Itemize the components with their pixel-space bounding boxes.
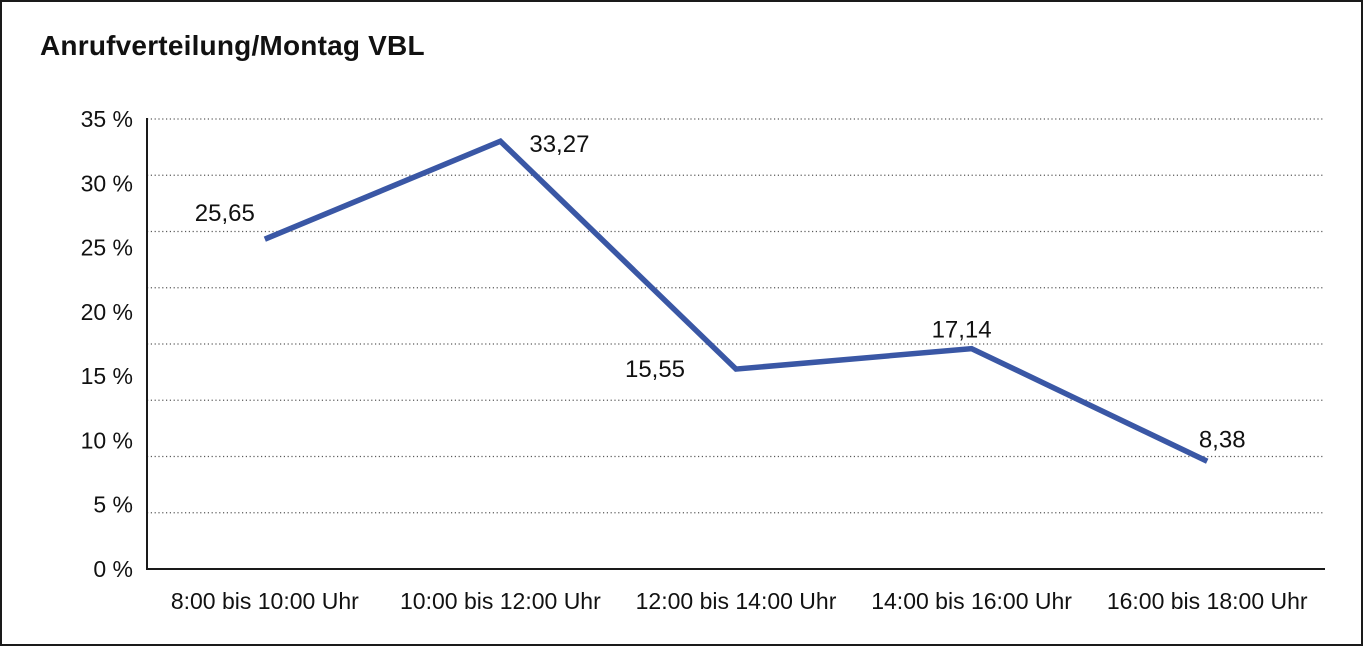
chart-title: Anrufverteilung/Montag VBL — [40, 30, 425, 61]
data-point-label: 25,65 — [195, 200, 255, 227]
y-axis-tick-label: 10 % — [81, 427, 133, 453]
x-axis-category-label: 14:00 bis 16:00 Uhr — [871, 588, 1072, 614]
x-axis-category-label: 16:00 bis 18:00 Uhr — [1107, 588, 1308, 614]
x-axis-category-label: 12:00 bis 14:00 Uhr — [636, 588, 837, 614]
data-point-label: 8,38 — [1199, 426, 1246, 453]
y-axis-tick-label: 30 % — [81, 170, 133, 196]
y-axis-tick-label: 25 % — [81, 235, 133, 261]
x-axis-category-label: 10:00 bis 12:00 Uhr — [400, 588, 601, 614]
y-axis-tick-label: 20 % — [81, 299, 133, 325]
data-point-label: 17,14 — [932, 317, 992, 344]
x-axis-category-label: 8:00 bis 10:00 Uhr — [171, 588, 359, 614]
data-series-line — [263, 138, 1209, 464]
y-axis-tick-label: 0 % — [93, 556, 133, 582]
y-axis-tick-label: 15 % — [81, 363, 133, 389]
data-point-label: 15,55 — [625, 356, 685, 383]
y-axis-tick-label: 35 % — [81, 106, 133, 132]
data-point-label: 33,27 — [529, 131, 589, 158]
y-axis-tick-label: 5 % — [93, 492, 133, 518]
